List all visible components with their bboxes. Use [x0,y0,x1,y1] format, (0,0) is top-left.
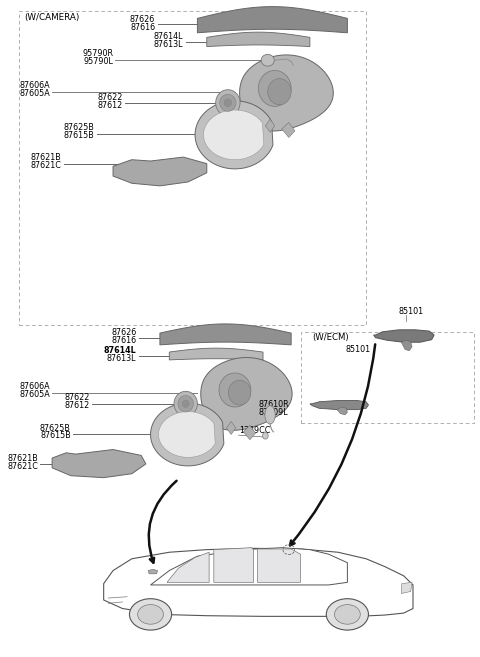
Text: 87621C: 87621C [31,161,61,170]
Text: 87610R: 87610R [258,400,289,409]
Polygon shape [151,403,224,466]
Ellipse shape [261,55,274,66]
Ellipse shape [219,373,251,407]
Polygon shape [204,110,264,160]
Polygon shape [169,348,263,360]
Polygon shape [52,449,146,478]
Text: 87621B: 87621B [31,153,61,162]
Ellipse shape [182,400,189,407]
Polygon shape [197,7,348,33]
Ellipse shape [335,604,360,624]
Polygon shape [310,401,369,409]
Text: 87625B: 87625B [40,424,71,432]
Polygon shape [214,548,253,582]
Polygon shape [158,411,215,457]
Polygon shape [151,548,348,585]
Text: 87605A: 87605A [19,89,50,98]
Ellipse shape [263,432,268,439]
Ellipse shape [265,406,275,424]
Text: 87606A: 87606A [19,81,50,90]
Ellipse shape [326,599,369,630]
Polygon shape [201,357,292,430]
Text: 87606A: 87606A [19,382,50,391]
Text: 87605A: 87605A [19,390,50,399]
Text: 87612: 87612 [97,101,122,110]
Ellipse shape [228,380,251,405]
Text: 87609L: 87609L [258,408,288,417]
Ellipse shape [174,392,197,416]
Text: 87622: 87622 [64,394,90,403]
Polygon shape [282,122,295,137]
Text: 87626: 87626 [111,328,136,337]
Ellipse shape [178,396,193,412]
Polygon shape [148,569,157,574]
Polygon shape [104,549,413,616]
Text: 87622: 87622 [97,93,122,102]
Text: 85101: 85101 [345,345,370,354]
Polygon shape [373,330,434,342]
Ellipse shape [224,99,232,106]
Ellipse shape [130,599,172,630]
Text: 87616: 87616 [111,336,136,345]
Text: 87616: 87616 [130,22,155,32]
Text: 87615B: 87615B [40,432,71,440]
Text: 87614L: 87614L [104,346,136,355]
Text: (W/ECM): (W/ECM) [312,333,349,342]
Polygon shape [167,553,209,582]
Ellipse shape [220,95,236,111]
Ellipse shape [268,79,291,104]
Polygon shape [227,421,236,434]
Text: 87615B: 87615B [63,131,94,140]
Polygon shape [113,157,207,186]
Polygon shape [243,425,255,440]
Text: 95790L: 95790L [83,57,113,66]
Text: 87612: 87612 [64,401,90,411]
Polygon shape [401,582,412,593]
Polygon shape [240,55,333,131]
Text: 87626: 87626 [130,14,155,24]
Text: 87613L: 87613L [107,353,136,363]
Text: (W/CAMERA): (W/CAMERA) [24,12,79,22]
Polygon shape [207,32,310,47]
Polygon shape [265,119,275,132]
Text: 85101: 85101 [399,307,424,316]
Ellipse shape [216,90,240,116]
Polygon shape [195,101,273,169]
Polygon shape [337,407,348,415]
Text: 87621C: 87621C [7,461,38,470]
Ellipse shape [138,604,163,624]
Text: 87613L: 87613L [154,40,183,49]
Polygon shape [257,549,300,582]
Polygon shape [160,324,291,345]
Text: 87625B: 87625B [63,124,94,132]
Polygon shape [401,340,412,351]
Ellipse shape [258,70,291,106]
Text: 87621B: 87621B [7,453,38,463]
Text: 87614L: 87614L [154,32,183,41]
Text: 95790R: 95790R [82,49,113,58]
Text: 1339CC: 1339CC [240,426,271,435]
